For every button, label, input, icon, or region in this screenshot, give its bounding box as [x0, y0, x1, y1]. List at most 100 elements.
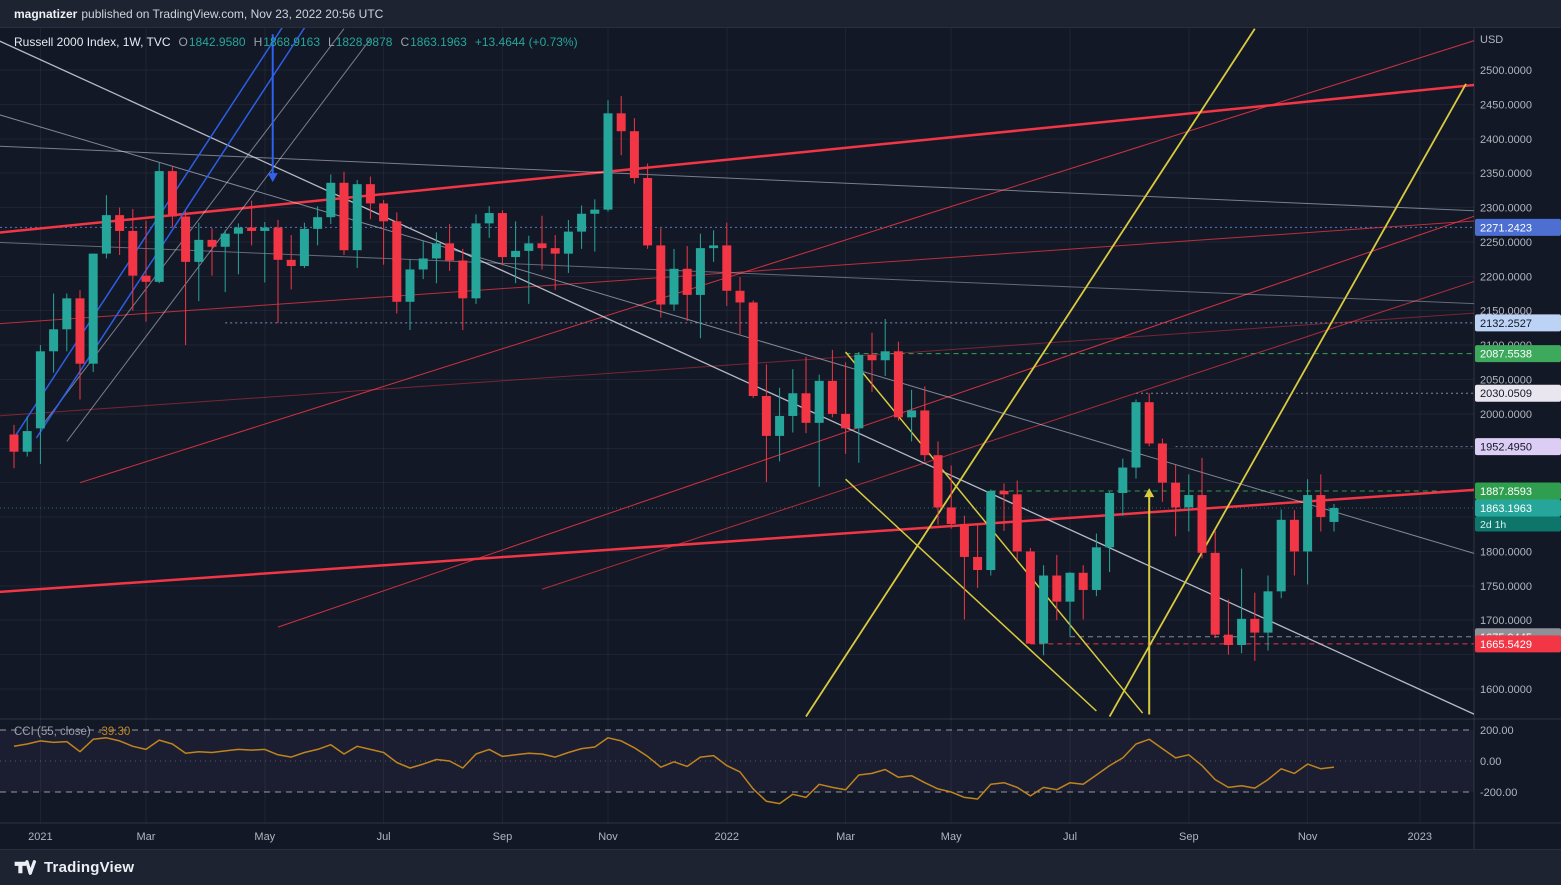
- candle[interactable]: [154, 162, 164, 284]
- candle[interactable]: [392, 212, 402, 314]
- candle[interactable]: [577, 205, 587, 249]
- candle[interactable]: [761, 364, 771, 482]
- candle[interactable]: [959, 515, 969, 620]
- white-downtrend-main[interactable]: [0, 36, 1479, 717]
- chart-area[interactable]: USD 2500.0000 2450.0000 2400.0000 2350.0000 2…: [0, 28, 1561, 849]
- white-channel-lower[interactable]: [0, 241, 1479, 305]
- candle[interactable]: [431, 232, 441, 284]
- red-channel-upper-thick[interactable]: [0, 83, 1479, 234]
- candle[interactable]: [1039, 565, 1049, 656]
- candle[interactable]: [1210, 530, 1220, 639]
- candle[interactable]: [497, 210, 507, 266]
- candle[interactable]: [181, 210, 191, 346]
- candle[interactable]: [735, 277, 745, 335]
- price-axis[interactable]: USD 2500.0000 2450.0000 2400.0000 2350.0000 2…: [1473, 28, 1561, 849]
- red-parallel-low[interactable]: [0, 312, 1479, 417]
- candle[interactable]: [656, 228, 666, 318]
- candle[interactable]: [365, 176, 375, 220]
- candle[interactable]: [299, 222, 309, 269]
- candle[interactable]: [973, 523, 983, 588]
- white-downtrend-2[interactable]: [0, 111, 1479, 555]
- yellow-uptrend-1[interactable]: [805, 28, 1256, 718]
- candle[interactable]: [537, 215, 547, 270]
- candle[interactable]: [1197, 457, 1207, 559]
- candle[interactable]: [709, 230, 719, 262]
- candle[interactable]: [1012, 480, 1022, 560]
- candle[interactable]: [1171, 464, 1181, 537]
- candle[interactable]: [260, 221, 270, 283]
- candle[interactable]: [1105, 491, 1115, 573]
- candle[interactable]: [1078, 565, 1088, 620]
- candle[interactable]: [141, 220, 151, 322]
- candle[interactable]: [814, 374, 824, 487]
- candle[interactable]: [405, 259, 415, 330]
- chart-canvas[interactable]: USD 2500.0000 2450.0000 2400.0000 2350.0000 2…: [0, 28, 1561, 849]
- candle[interactable]: [695, 233, 705, 339]
- candle[interactable]: [946, 465, 956, 529]
- candle[interactable]: [484, 206, 494, 238]
- symbol-title[interactable]: Russell 2000 Index, 1W, TVC: [14, 35, 171, 49]
- candle[interactable]: [418, 240, 428, 280]
- candle[interactable]: [1144, 393, 1154, 447]
- candle[interactable]: [682, 246, 692, 322]
- candle[interactable]: [1052, 554, 1062, 621]
- candle[interactable]: [1157, 438, 1167, 502]
- yellow-uptrend-2[interactable]: [1108, 83, 1467, 717]
- up-arrow-annotation[interactable]: [1144, 488, 1155, 715]
- candle[interactable]: [286, 235, 296, 290]
- candle[interactable]: [1091, 533, 1101, 597]
- candle[interactable]: [471, 214, 481, 304]
- candle[interactable]: [75, 290, 85, 400]
- candle[interactable]: [352, 180, 362, 269]
- candle[interactable]: [1025, 548, 1035, 644]
- candle[interactable]: [194, 222, 204, 302]
- tradingview-wordmark[interactable]: TradingView: [44, 859, 135, 876]
- candle[interactable]: [933, 441, 943, 525]
- candle[interactable]: [643, 163, 653, 249]
- down-arrow-annotation[interactable]: [267, 34, 278, 183]
- red-parallel-mid[interactable]: [0, 220, 1479, 325]
- candle[interactable]: [920, 386, 930, 462]
- candle[interactable]: [841, 362, 851, 454]
- time-axis[interactable]: 2021 Mar May Jul Sep Nov 2022 Mar May Jul Sep Nov 20…: [28, 831, 1432, 843]
- candle[interactable]: [49, 293, 59, 373]
- candle[interactable]: [445, 224, 455, 271]
- candle[interactable]: [326, 174, 336, 225]
- candle[interactable]: [128, 208, 138, 311]
- candles-series[interactable]: [9, 96, 1339, 661]
- candle[interactable]: [867, 332, 877, 392]
- candle[interactable]: [379, 199, 389, 265]
- candle[interactable]: [273, 219, 283, 324]
- candle[interactable]: [101, 195, 111, 259]
- candle[interactable]: [748, 300, 758, 399]
- cci-pane[interactable]: [13, 737, 1335, 805]
- candle[interactable]: [550, 235, 560, 291]
- candle[interactable]: [1276, 509, 1286, 599]
- candle[interactable]: [788, 369, 798, 433]
- candle[interactable]: [1303, 479, 1313, 585]
- cci-legend[interactable]: CCI (55, close) -39.30: [14, 726, 130, 738]
- candle[interactable]: [1263, 575, 1273, 651]
- candle[interactable]: [907, 389, 917, 442]
- red-channel-lower-thick[interactable]: [0, 488, 1479, 594]
- symbol-legend[interactable]: Russell 2000 Index, 1W, TVC O 1842.9580 H…: [14, 35, 578, 49]
- candle[interactable]: [88, 253, 98, 372]
- gray-steep-2[interactable]: [66, 38, 371, 442]
- candle[interactable]: [590, 199, 600, 252]
- candle[interactable]: [563, 219, 573, 273]
- white-channel-upper[interactable]: [0, 145, 1479, 212]
- tradingview-logo[interactable]: [13, 856, 36, 879]
- candle[interactable]: [616, 96, 626, 156]
- candle[interactable]: [511, 221, 521, 284]
- candle[interactable]: [247, 200, 257, 246]
- red-fan-3[interactable]: [541, 280, 1479, 590]
- candle[interactable]: [893, 341, 903, 421]
- yellow-wedge-lower[interactable]: [845, 478, 1097, 712]
- candle[interactable]: [207, 228, 217, 276]
- candle[interactable]: [1289, 510, 1299, 576]
- candle[interactable]: [1065, 572, 1075, 637]
- candle[interactable]: [1329, 504, 1339, 532]
- candle[interactable]: [827, 349, 837, 418]
- red-fan-2[interactable]: [277, 214, 1479, 628]
- candle[interactable]: [35, 345, 45, 465]
